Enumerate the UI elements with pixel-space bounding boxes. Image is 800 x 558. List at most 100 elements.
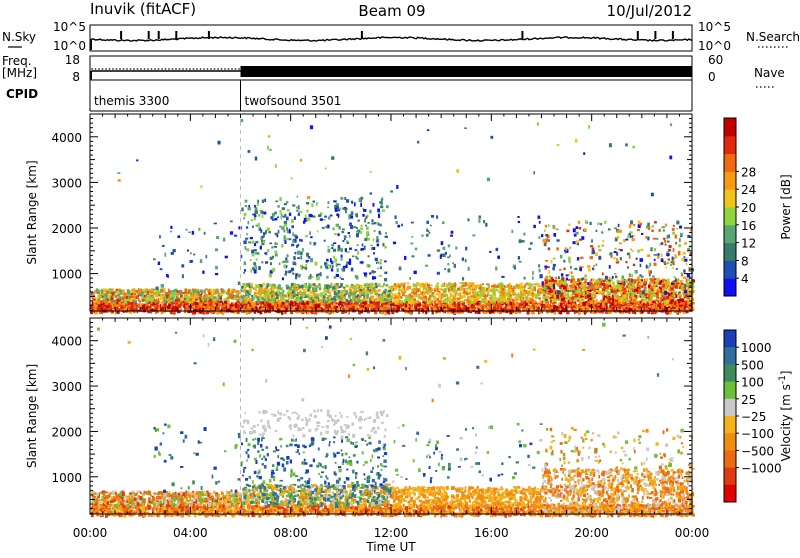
echo-cell xyxy=(467,307,470,311)
echo-cell xyxy=(464,299,467,301)
echo-cell xyxy=(494,293,496,297)
echo-cell xyxy=(486,288,489,291)
cpid-mode-label: themis 3300 xyxy=(94,94,169,108)
echo-cell xyxy=(329,296,331,299)
echo-cell xyxy=(626,307,628,310)
echo-cell xyxy=(198,305,201,307)
echo-cell xyxy=(350,308,352,310)
echo-cell xyxy=(117,305,119,307)
echo-cell xyxy=(149,295,151,299)
echo-cell xyxy=(325,293,327,295)
echo-cell xyxy=(163,297,165,301)
echo-cell xyxy=(288,306,290,309)
echo-cell xyxy=(383,291,386,293)
echo-cell xyxy=(497,298,499,301)
echo-cell xyxy=(628,278,630,281)
echo-cell xyxy=(685,301,688,304)
echo-cell xyxy=(671,302,673,304)
echo-cell xyxy=(360,285,363,288)
echo-cell xyxy=(269,294,271,298)
echo-cell xyxy=(253,295,256,298)
echo-cell xyxy=(517,284,520,286)
echo-cell xyxy=(234,298,236,300)
echo-cell xyxy=(665,310,667,314)
echo-cell xyxy=(210,310,213,314)
echo-cell xyxy=(340,297,343,301)
echo-cell xyxy=(542,308,545,310)
echo-cell xyxy=(268,289,271,292)
echo-cell xyxy=(173,290,175,292)
echo-cell xyxy=(493,285,496,287)
echo-cell xyxy=(359,291,362,295)
echo-cell xyxy=(357,294,359,297)
echo-cell xyxy=(437,283,440,285)
echo-cell xyxy=(469,290,471,292)
echo-cell xyxy=(363,298,366,301)
echo-cell xyxy=(673,307,676,309)
echo-cell xyxy=(448,297,451,300)
echo-cell xyxy=(479,287,481,290)
echo-cell xyxy=(507,305,510,309)
echo-cell xyxy=(596,307,598,310)
echo-cell xyxy=(493,288,495,292)
nsky-left-tick-top: 10^5 xyxy=(53,20,86,34)
echo-cell xyxy=(633,305,636,308)
echo-cell xyxy=(648,285,650,289)
echo-cell xyxy=(365,297,367,301)
echo-cell xyxy=(108,294,110,298)
nsky-right-tick-top: 10^5 xyxy=(698,20,731,34)
echo-cell xyxy=(151,298,154,301)
echo-cell xyxy=(365,290,368,293)
echo-cell xyxy=(282,301,284,305)
echo-cell xyxy=(126,306,128,310)
echo-cell xyxy=(96,288,98,292)
echo-cell xyxy=(113,300,115,304)
echo-cell xyxy=(320,302,323,306)
echo-cell xyxy=(444,307,446,309)
echo-cell xyxy=(172,293,175,297)
echo-cell xyxy=(516,299,519,302)
echo-cell xyxy=(395,300,398,304)
echo-cell xyxy=(250,290,252,294)
echo-cell xyxy=(502,288,505,291)
echo-cell xyxy=(302,303,305,305)
echo-cell xyxy=(274,303,276,307)
echo-cell xyxy=(338,290,340,293)
echo-cell xyxy=(167,295,169,297)
echo-cell xyxy=(475,294,478,297)
station-title: Inuvik (fitACF) xyxy=(90,0,196,18)
echo-cell xyxy=(479,285,482,287)
echo-cell xyxy=(375,298,377,300)
echo-cell xyxy=(115,296,117,298)
echo-cell xyxy=(499,287,501,291)
echo-cell xyxy=(324,285,326,289)
echo-cell xyxy=(271,306,274,310)
echo-cell xyxy=(279,292,282,294)
echo-cell xyxy=(509,295,512,297)
echo-cell xyxy=(312,287,314,290)
echo-cell xyxy=(403,285,406,288)
echo-cell xyxy=(457,288,460,291)
echo-cell xyxy=(453,298,456,301)
echo-cell xyxy=(301,306,303,309)
echo-cell xyxy=(316,299,318,302)
echo-cell xyxy=(355,305,358,308)
echo-cell xyxy=(448,288,450,291)
echo-cell xyxy=(314,298,316,300)
echo-cell xyxy=(676,300,678,303)
echo-cell xyxy=(392,300,394,303)
echo-cell xyxy=(212,292,215,295)
echo-cell xyxy=(98,295,101,299)
echo-cell xyxy=(424,287,427,289)
echo-cell xyxy=(535,304,538,307)
echo-cell xyxy=(328,289,330,291)
echo-cell xyxy=(474,300,477,302)
echo-cell xyxy=(419,284,422,288)
echo-cell xyxy=(97,307,100,311)
echo-cell xyxy=(251,286,253,288)
echo-cell xyxy=(169,300,172,302)
echo-cell xyxy=(375,292,377,294)
echo-cell xyxy=(249,284,251,288)
echo-cell xyxy=(467,296,469,299)
echo-cell xyxy=(427,284,430,287)
